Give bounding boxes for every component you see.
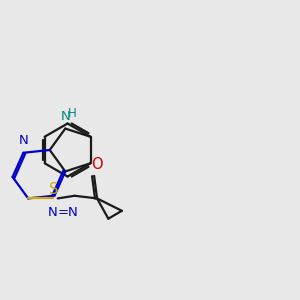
- Text: S: S: [49, 182, 58, 197]
- Text: N: N: [19, 134, 28, 148]
- Text: H: H: [68, 107, 76, 120]
- Text: N: N: [60, 110, 70, 123]
- Text: =N: =N: [57, 206, 78, 219]
- Text: O: O: [91, 158, 103, 172]
- Text: N: N: [48, 206, 58, 219]
